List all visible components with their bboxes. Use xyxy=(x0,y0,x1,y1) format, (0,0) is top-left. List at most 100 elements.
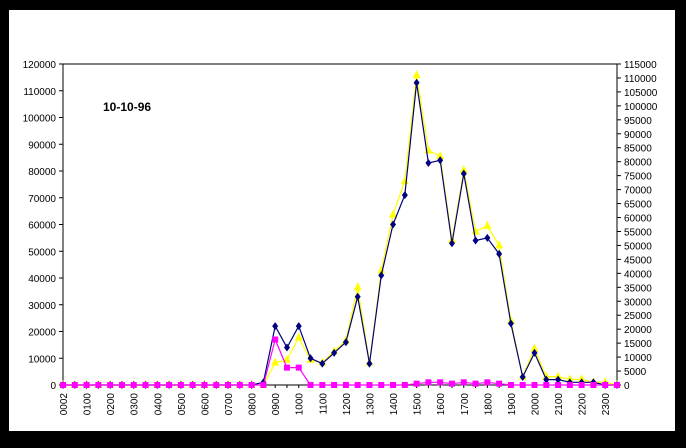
data-point xyxy=(437,379,444,386)
y-right-tick-label: 45000 xyxy=(624,255,652,266)
data-point xyxy=(154,382,161,388)
data-point xyxy=(166,382,173,388)
data-point xyxy=(283,364,290,371)
y-right-tick-label: 55000 xyxy=(624,227,652,238)
data-point xyxy=(436,151,445,160)
data-point xyxy=(342,338,349,347)
data-point xyxy=(413,380,420,387)
x-tick-label: 1600 xyxy=(436,393,447,416)
data-point xyxy=(177,382,184,388)
data-point xyxy=(390,382,397,388)
data-point xyxy=(353,282,362,291)
x-tick-label: 1500 xyxy=(413,393,424,416)
data-point xyxy=(142,382,149,388)
x-tick-label: 1200 xyxy=(342,393,353,416)
x-tick-label: 1000 xyxy=(295,393,306,416)
data-point xyxy=(472,236,479,245)
data-point xyxy=(213,382,220,388)
data-point xyxy=(272,336,279,343)
data-point xyxy=(448,239,455,248)
data-point xyxy=(130,382,137,388)
data-point xyxy=(543,375,550,384)
y-left-tick-label: 30000 xyxy=(28,301,56,312)
data-point xyxy=(201,382,208,388)
x-tick-label: 2200 xyxy=(578,393,589,416)
data-point xyxy=(307,382,314,388)
data-point xyxy=(331,348,338,357)
data-point xyxy=(118,382,125,388)
y-left-tick-label: 120000 xyxy=(23,60,57,71)
series-layer xyxy=(59,70,621,389)
data-point xyxy=(496,249,503,258)
x-tick-label: 0400 xyxy=(153,393,164,416)
y-right-tick-label: 65000 xyxy=(624,200,652,211)
data-point xyxy=(366,382,373,388)
y-right-tick-label: 20000 xyxy=(624,325,652,336)
plot-area xyxy=(62,63,618,386)
x-tick-label: 0700 xyxy=(224,393,235,416)
y-right-tick-label: 95000 xyxy=(624,116,652,127)
x-tick-label: 0002 xyxy=(59,393,70,416)
y-right-tick-label: 115000 xyxy=(624,60,657,71)
y-right-tick-label: 80000 xyxy=(624,158,652,169)
x-tick-label: 2300 xyxy=(601,393,612,416)
y-left-tick-label: 70000 xyxy=(28,194,56,205)
data-point xyxy=(83,382,90,388)
data-point xyxy=(319,359,326,368)
y-left-tick-label: 60000 xyxy=(28,221,56,232)
x-tick-label: 0500 xyxy=(177,393,188,416)
y-left-tick-label: 20000 xyxy=(28,328,56,339)
data-point xyxy=(377,265,386,274)
y-right-tick-label: 35000 xyxy=(624,283,652,294)
data-point xyxy=(378,382,385,388)
x-tick-label: 0900 xyxy=(271,393,282,416)
data-point xyxy=(448,380,455,387)
x-tick-label: 1400 xyxy=(389,393,400,416)
x-tick-label: 1700 xyxy=(460,393,471,416)
data-point xyxy=(531,382,538,388)
data-point xyxy=(366,359,373,368)
data-point xyxy=(495,240,504,249)
data-point xyxy=(236,382,243,388)
data-point xyxy=(437,156,444,165)
axes: 0100002000030000400005000060000700008000… xyxy=(23,60,658,415)
data-point xyxy=(425,379,432,386)
data-point xyxy=(295,322,302,331)
data-point xyxy=(554,371,563,380)
y-left-tick-label: 50000 xyxy=(28,247,56,258)
x-tick-label: 1300 xyxy=(365,393,376,416)
data-point xyxy=(590,382,597,388)
data-point xyxy=(483,220,492,229)
data-point xyxy=(295,364,302,371)
data-point xyxy=(331,382,338,388)
x-tick-label: 1900 xyxy=(507,393,518,416)
y-right-tick-label: 50000 xyxy=(624,241,652,252)
data-point xyxy=(530,343,539,352)
data-point xyxy=(272,322,279,331)
y-right-tick-label: 110000 xyxy=(624,74,657,85)
data-point xyxy=(472,380,479,387)
x-tick-label: 1800 xyxy=(483,393,494,416)
data-point xyxy=(248,382,255,388)
x-tick-label: 0200 xyxy=(106,393,117,416)
data-point xyxy=(459,165,468,174)
y-left-tick-label: 40000 xyxy=(28,274,56,285)
x-tick-label: 2000 xyxy=(530,393,541,416)
data-point xyxy=(400,176,409,185)
x-tick-label: 0600 xyxy=(200,393,211,416)
data-point xyxy=(319,382,326,388)
data-point xyxy=(307,354,314,363)
data-point xyxy=(390,220,397,229)
data-point xyxy=(60,382,66,388)
data-point xyxy=(95,382,102,388)
data-point xyxy=(542,371,551,380)
y-left-tick-label: 110000 xyxy=(23,87,56,98)
data-point xyxy=(107,382,114,388)
x-tick-label: 0300 xyxy=(130,393,141,416)
data-point xyxy=(507,319,514,328)
data-point xyxy=(460,379,467,386)
data-point xyxy=(425,158,432,167)
y-left-tick-label: 100000 xyxy=(23,114,57,125)
